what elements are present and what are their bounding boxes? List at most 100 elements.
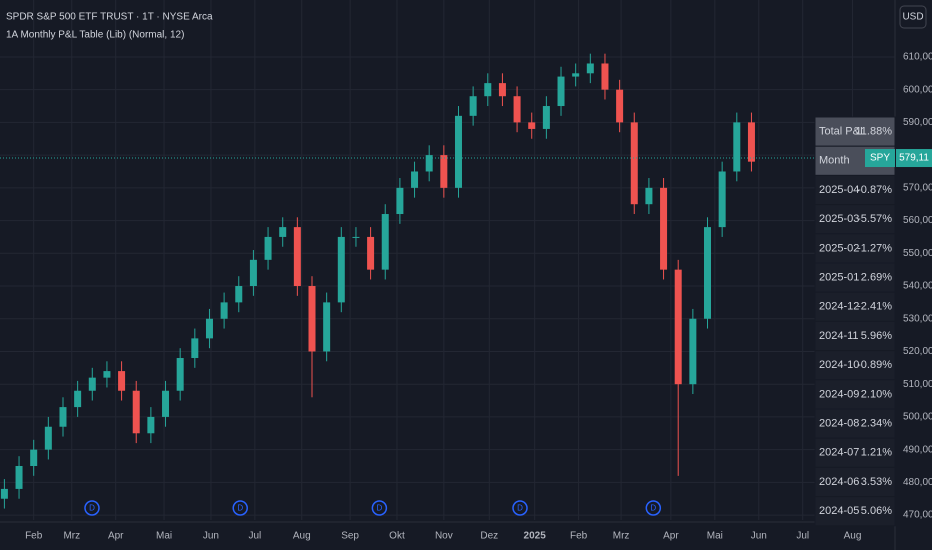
table-cell: 2024-08 (819, 418, 859, 430)
table-cell: 11.88% (856, 126, 893, 138)
table-cell: 2.69% (861, 272, 892, 284)
price-symbol-tag (865, 149, 895, 168)
candle-body (557, 76, 565, 107)
table-cell: -1.27% (857, 242, 892, 254)
dividend-label: D (89, 504, 95, 513)
candle-body (396, 187, 404, 215)
y-tick-label: 470,00 (903, 510, 932, 521)
table-row (814, 204, 896, 235)
candle-body (293, 227, 301, 287)
table-cell: 2024-05 (819, 505, 859, 517)
candle-body (220, 302, 228, 319)
table-cell: 2025-03 (819, 213, 859, 225)
dividend-label: D (650, 504, 656, 513)
candle-body (660, 187, 668, 270)
table-row (814, 320, 896, 352)
y-tick-label: 590,00 (903, 117, 932, 128)
table-cell: -0.87% (857, 184, 892, 196)
y-tick-label: 490,00 (903, 444, 932, 455)
price-symbol: SPY (870, 153, 890, 164)
y-tick-label: 530,00 (903, 313, 932, 324)
y-tick-label: 480,00 (903, 477, 932, 488)
x-tick-label: Mai (707, 531, 723, 542)
x-tick-label: Okt (389, 531, 405, 542)
candle-body (513, 96, 521, 123)
x-tick-label: Jul (248, 531, 261, 542)
candle-body (542, 106, 550, 129)
candle-body (44, 426, 52, 450)
candle-body (630, 122, 638, 205)
candle-body (528, 122, 536, 129)
candle-body (235, 286, 243, 303)
table-cell: 2024-09 (819, 388, 859, 400)
candle-body (689, 318, 697, 385)
symbol-title: SPDR S&P 500 ETF TRUST · 1T · NYSE Arca (6, 12, 213, 23)
x-tick-label: Dez (480, 531, 498, 542)
dividend-label: D (376, 504, 382, 513)
x-tick-label: Aug (844, 531, 862, 542)
dividend-marker (512, 500, 528, 516)
x-tick-label: Nov (435, 531, 453, 542)
candle-body (645, 187, 653, 205)
candle-body (74, 390, 82, 408)
candle-body (118, 371, 126, 391)
candle-body (469, 96, 477, 116)
candle-body (733, 122, 741, 172)
y-tick-label: 510,00 (903, 379, 932, 390)
table-cell: 2025-01 (819, 272, 859, 284)
table-row (814, 408, 896, 439)
dividend-marker (371, 500, 388, 516)
candle-body (103, 371, 111, 378)
candle-body (147, 416, 155, 434)
candle-body (616, 89, 624, 123)
candle-body (586, 63, 594, 74)
table-cell: 2.10% (861, 388, 892, 400)
candle-body (249, 259, 257, 287)
candle-body (704, 227, 712, 319)
candle-body (718, 171, 726, 228)
table-row (814, 233, 896, 264)
candle-body (0, 488, 8, 499)
price-value: 579,11 (899, 153, 929, 164)
candle-body (601, 63, 609, 90)
table-cell: 3.53% (861, 476, 892, 488)
candle-body (323, 302, 331, 352)
x-tick-label: Mai (156, 531, 172, 542)
y-tick-label: 540,00 (903, 281, 932, 292)
x-tick-label: Apr (108, 531, 124, 542)
candle-body (88, 377, 96, 391)
table-row (814, 116, 896, 147)
candle-body (425, 155, 433, 172)
table-row (814, 379, 896, 410)
candle-body (15, 466, 23, 489)
x-tick-label: Jul (796, 531, 809, 542)
x-tick-label: Jun (751, 531, 767, 542)
table-cell: 2025-02 (819, 242, 859, 254)
y-tick-label: 500,00 (903, 412, 932, 423)
table-cell: 2024-12 (819, 301, 859, 313)
x-tick-label: Jun (203, 531, 219, 542)
candle-body (381, 214, 389, 270)
y-tick-label: 520,00 (903, 346, 932, 357)
candle-body (279, 227, 287, 237)
dividend-marker (645, 500, 662, 516)
candle-body (454, 115, 462, 188)
candle-body (747, 122, 755, 162)
candle-body (674, 269, 682, 385)
candle-body (308, 286, 316, 352)
currency-button[interactable] (899, 5, 927, 29)
table-row (814, 437, 896, 468)
dividend-marker (232, 500, 248, 516)
x-tick-label: Mrz (613, 531, 630, 542)
table-cell: -0.89% (857, 359, 892, 371)
y-tick-label: 600,00 (903, 84, 932, 95)
x-tick-label: Mrz (63, 531, 80, 542)
table-cell: 5.06% (861, 505, 892, 517)
dividend-label: D (517, 504, 523, 513)
candle-body (162, 390, 170, 417)
table-cell: 2024-06 (819, 476, 859, 488)
indicator-title: 1A Monthly P&L Table (Lib) (Normal, 12) (6, 30, 184, 41)
candle-body (572, 73, 580, 77)
